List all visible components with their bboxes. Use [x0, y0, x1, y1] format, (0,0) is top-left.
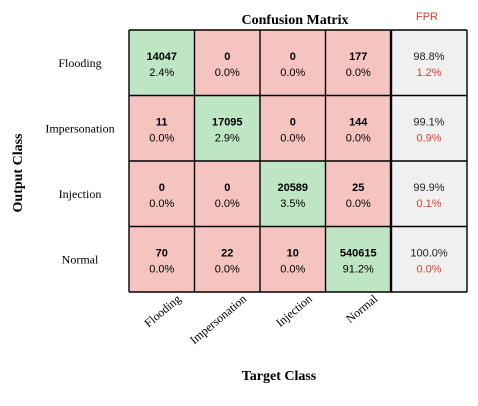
cell-percent: 91.2%	[343, 263, 374, 275]
cell-count: 0	[290, 116, 296, 128]
cell-percent: 0.0%	[215, 198, 240, 210]
cell-count: 20589	[277, 182, 308, 194]
fpr-value: 1.2%	[416, 67, 441, 79]
cell-count: 144	[349, 116, 368, 128]
cell-percent: 0.0%	[280, 132, 305, 144]
summary-cell	[391, 95, 467, 161]
cell-percent: 0.0%	[149, 198, 174, 210]
summary-cell	[391, 226, 467, 292]
matrix-grid	[128, 29, 468, 293]
matrix-cell	[260, 161, 326, 227]
matrix-cell	[194, 30, 260, 96]
precision-value: 100.0%	[410, 247, 448, 259]
matrix-cells: 14047 2.4% 0 0.0% 0 0.0% 177 0.0% 11 0.0% 17095 2.9…	[129, 30, 391, 292]
matrix-cell	[260, 226, 326, 292]
cell-count: 25	[352, 182, 364, 194]
row-label: Normal	[62, 252, 99, 266]
column-label: Impersonation	[187, 292, 249, 347]
x-axis-label: Target Class	[242, 369, 317, 384]
cell-percent: 0.0%	[149, 263, 174, 275]
cell-count: 17095	[212, 116, 243, 128]
cell-percent: 0.0%	[346, 198, 371, 210]
cell-percent: 0.0%	[346, 67, 371, 79]
column-label: Flooding	[141, 292, 183, 331]
fpr-value: 0.0%	[416, 263, 441, 275]
row-label: Impersonation	[45, 121, 114, 135]
row-label: Injection	[59, 187, 102, 201]
cell-percent: 0.0%	[149, 132, 174, 144]
matrix-cell	[325, 161, 391, 227]
column-label: Normal	[343, 291, 381, 326]
cell-count: 0	[224, 51, 230, 63]
precision-value: 99.9%	[413, 182, 444, 194]
y-axis-label: Output Class	[11, 133, 26, 213]
matrix-cell	[260, 95, 326, 161]
fpr-header: FPR	[416, 11, 438, 23]
cell-count: 540615	[340, 247, 377, 259]
cell-percent: 0.0%	[215, 67, 240, 79]
cell-percent: 3.5%	[280, 198, 305, 210]
cell-count: 0	[159, 182, 165, 194]
matrix-cell	[194, 226, 260, 292]
summary-cell	[391, 161, 467, 227]
cell-percent: 0.0%	[280, 67, 305, 79]
cell-percent: 0.0%	[215, 263, 240, 275]
cell-percent: 2.4%	[149, 67, 174, 79]
cell-count: 0	[290, 51, 296, 63]
fpr-value: 0.1%	[416, 198, 441, 210]
fpr-value: 0.9%	[416, 132, 441, 144]
row-summary-column: 98.8% 1.2% 99.1% 0.9% 99.9% 0.1% 100.0% 0.0%	[391, 30, 467, 292]
cell-count: 70	[156, 247, 168, 259]
matrix-cell	[129, 95, 195, 161]
cell-count: 22	[221, 247, 233, 259]
precision-value: 98.8%	[413, 51, 444, 63]
precision-value: 99.1%	[413, 116, 444, 128]
cell-count: 177	[349, 51, 367, 63]
matrix-cell	[194, 161, 260, 227]
summary-cell	[391, 30, 467, 96]
cell-count: 10	[287, 247, 299, 259]
cell-count: 14047	[146, 51, 177, 63]
matrix-cell	[129, 30, 195, 96]
column-label: Injection	[273, 292, 315, 330]
cell-percent: 0.0%	[280, 263, 305, 275]
chart-title: Confusion Matrix	[242, 13, 349, 28]
row-label: Flooding	[58, 56, 101, 70]
matrix-cell	[129, 161, 195, 227]
matrix-cell	[129, 226, 195, 292]
matrix-cell	[325, 95, 391, 161]
matrix-cell	[325, 30, 391, 96]
cell-count: 0	[224, 182, 230, 194]
matrix-cell	[194, 95, 260, 161]
cell-count: 11	[156, 116, 168, 128]
cell-percent: 2.9%	[215, 132, 240, 144]
cell-percent: 0.0%	[346, 132, 371, 144]
matrix-cell	[260, 30, 326, 96]
matrix-cell	[325, 226, 391, 292]
